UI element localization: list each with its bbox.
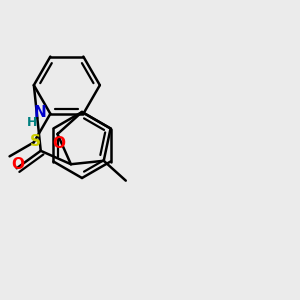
Text: O: O [11,157,24,172]
Text: H: H [27,116,38,130]
Text: N: N [34,106,47,121]
Text: S: S [30,134,41,149]
Text: O: O [52,136,65,151]
